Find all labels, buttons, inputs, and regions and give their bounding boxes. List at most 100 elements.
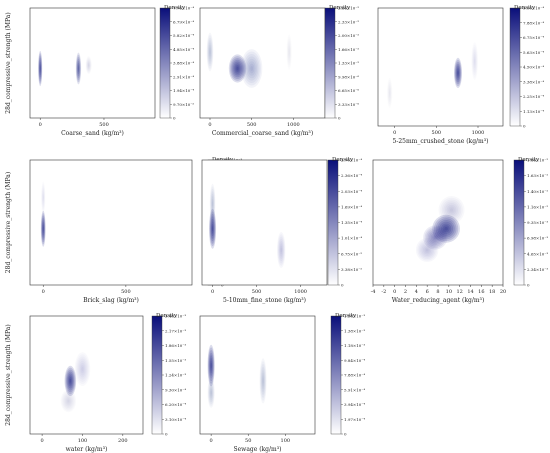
density-blob <box>474 59 475 64</box>
x-tick-label: 0 <box>210 438 213 444</box>
density-blob <box>235 64 240 73</box>
density-blob <box>208 347 215 384</box>
density-blob <box>236 66 239 71</box>
density-blob <box>444 227 448 231</box>
density-blob <box>39 66 41 71</box>
x-tick-label: 16 <box>478 289 484 295</box>
colorbar <box>509 7 521 127</box>
density-blob <box>67 400 69 403</box>
density-blob <box>281 248 282 253</box>
colorbar-tick-label: 1.55×10⁻³ <box>165 358 186 363</box>
x-tick-label: 0 <box>393 130 396 136</box>
density-blob <box>75 52 82 85</box>
density-blob <box>245 56 259 81</box>
colorbar-tick-label: 6.75×10⁻⁴ <box>523 35 544 40</box>
density-blob <box>42 224 44 234</box>
colorbar-tick-label: 1.38×10⁻³ <box>344 328 365 333</box>
colorbar-tick-label: 9.30×10⁻⁴ <box>165 387 186 392</box>
density-panel-2: 0 500 1000 Commercial_coarse_sand (kg/m³) De… <box>199 5 359 137</box>
density-blob <box>455 63 461 83</box>
density-blob <box>211 221 214 237</box>
colorbar-tick-label: 2.66×10⁻⁵ <box>338 6 359 11</box>
density-blob <box>247 61 256 76</box>
x-tick-label: 4 <box>415 289 418 295</box>
x-tick-label: 200 <box>118 438 128 444</box>
density-blob <box>439 221 454 236</box>
x-axis-label: Brick_slag (kg/m³) <box>83 297 139 304</box>
colorbar-tick-label: 6.20×10⁻⁴ <box>165 402 186 407</box>
colorbar-tick-label: 0 <box>344 432 347 437</box>
density-blob <box>389 91 390 95</box>
plot-frame <box>29 159 193 286</box>
density-blob <box>41 217 45 240</box>
colorbar-tick-label: 1.97×10⁻⁴ <box>344 417 365 422</box>
colorbar-title: Density <box>332 157 354 163</box>
colorbar-tick-label: 9.98×10⁻⁶ <box>338 74 359 79</box>
x-tick-label: 50 <box>245 438 251 444</box>
x-axis-label: water (kg/m³) <box>66 446 108 453</box>
density-blob <box>40 210 46 247</box>
density-blob <box>68 375 73 387</box>
density-blob <box>229 56 246 81</box>
density-blob <box>77 60 80 77</box>
colorbar-title: Density <box>329 5 351 11</box>
density-blob <box>456 67 460 79</box>
density-blob <box>77 62 80 75</box>
density-panel-1: 0 500 Coarse_sand (kg/m³) 28d_compressive_s… <box>5 5 194 137</box>
colorbar <box>324 7 336 119</box>
density-blob <box>38 55 42 82</box>
colorbar-tick-label: 2.03×10⁻⁴ <box>341 189 362 194</box>
colorbar-tick-label: 9.70×10⁻⁵ <box>173 102 194 107</box>
density-blob <box>250 66 254 71</box>
density-blob <box>65 367 76 395</box>
x-tick-label: 0 <box>393 289 396 295</box>
density-blob <box>76 58 81 79</box>
colorbar-tick-label: 0 <box>527 283 530 288</box>
x-tick-label: 14 <box>467 289 473 295</box>
density-blob <box>208 352 214 379</box>
colorbar-tick-label: 2.70×10⁻⁴ <box>341 158 362 163</box>
x-tick-label: 500 <box>252 289 262 295</box>
x-tick-label: 12 <box>456 289 462 295</box>
colorbar-tick-label: 4.85×10⁻⁴ <box>173 47 194 52</box>
density-blob <box>88 64 89 66</box>
density-blob <box>64 365 77 397</box>
x-tick-label: 1000 <box>294 289 307 295</box>
density-blob <box>228 54 247 83</box>
colorbar-tick-label: 1.24×10⁻³ <box>165 373 186 378</box>
density-blob <box>424 227 446 248</box>
x-tick-label: 1000 <box>287 122 300 128</box>
colorbar-tick-label: 1.13×10⁻⁴ <box>523 109 544 114</box>
colorbar-title: Density <box>514 5 536 11</box>
density-blob <box>212 201 213 206</box>
colorbar-tick-label: 3.38×10⁻⁵ <box>341 267 362 272</box>
colorbar-tick-label: 9.35×10⁻³ <box>527 220 548 225</box>
colorbar-tick-label: 3.88×10⁻⁴ <box>173 61 194 66</box>
density-blob <box>289 50 290 54</box>
density-blob <box>437 220 455 238</box>
colorbar-tick-label: 0 <box>165 432 168 437</box>
colorbar-title: Density <box>335 313 357 319</box>
density-blob <box>433 216 459 241</box>
x-tick-label: 100 <box>78 438 88 444</box>
density-blob <box>210 216 215 242</box>
colorbar-title: Density <box>156 313 178 319</box>
colorbar-tick-label: 1.01×10⁻⁴ <box>341 236 362 241</box>
density-blob <box>81 367 83 371</box>
colorbar-tick-label: 1.69×10⁻⁴ <box>341 204 362 209</box>
density-panel-6: -4 -2 0 2 4 6 8 10 12 14 16 18 20 Water_reducing_agen… <box>371 157 549 304</box>
colorbar-tick-label: 1.63×10⁻² <box>527 173 548 178</box>
density-blob <box>38 50 43 87</box>
density-blob <box>212 226 214 232</box>
colorbar-tick-label: 3.94×10⁻⁴ <box>344 402 365 407</box>
plot-frame <box>199 7 326 119</box>
density-blob <box>39 64 41 73</box>
colorbar-tick-label: 2.36×10⁻⁴ <box>341 173 362 178</box>
density-blob <box>442 225 450 233</box>
density-blob <box>76 54 81 83</box>
density-blob <box>39 61 41 76</box>
colorbar-tick-label: 7.76×10⁻⁴ <box>173 6 194 11</box>
density-blob <box>231 57 244 80</box>
plot-frame <box>29 315 144 435</box>
x-tick-label: -2 <box>381 289 386 295</box>
